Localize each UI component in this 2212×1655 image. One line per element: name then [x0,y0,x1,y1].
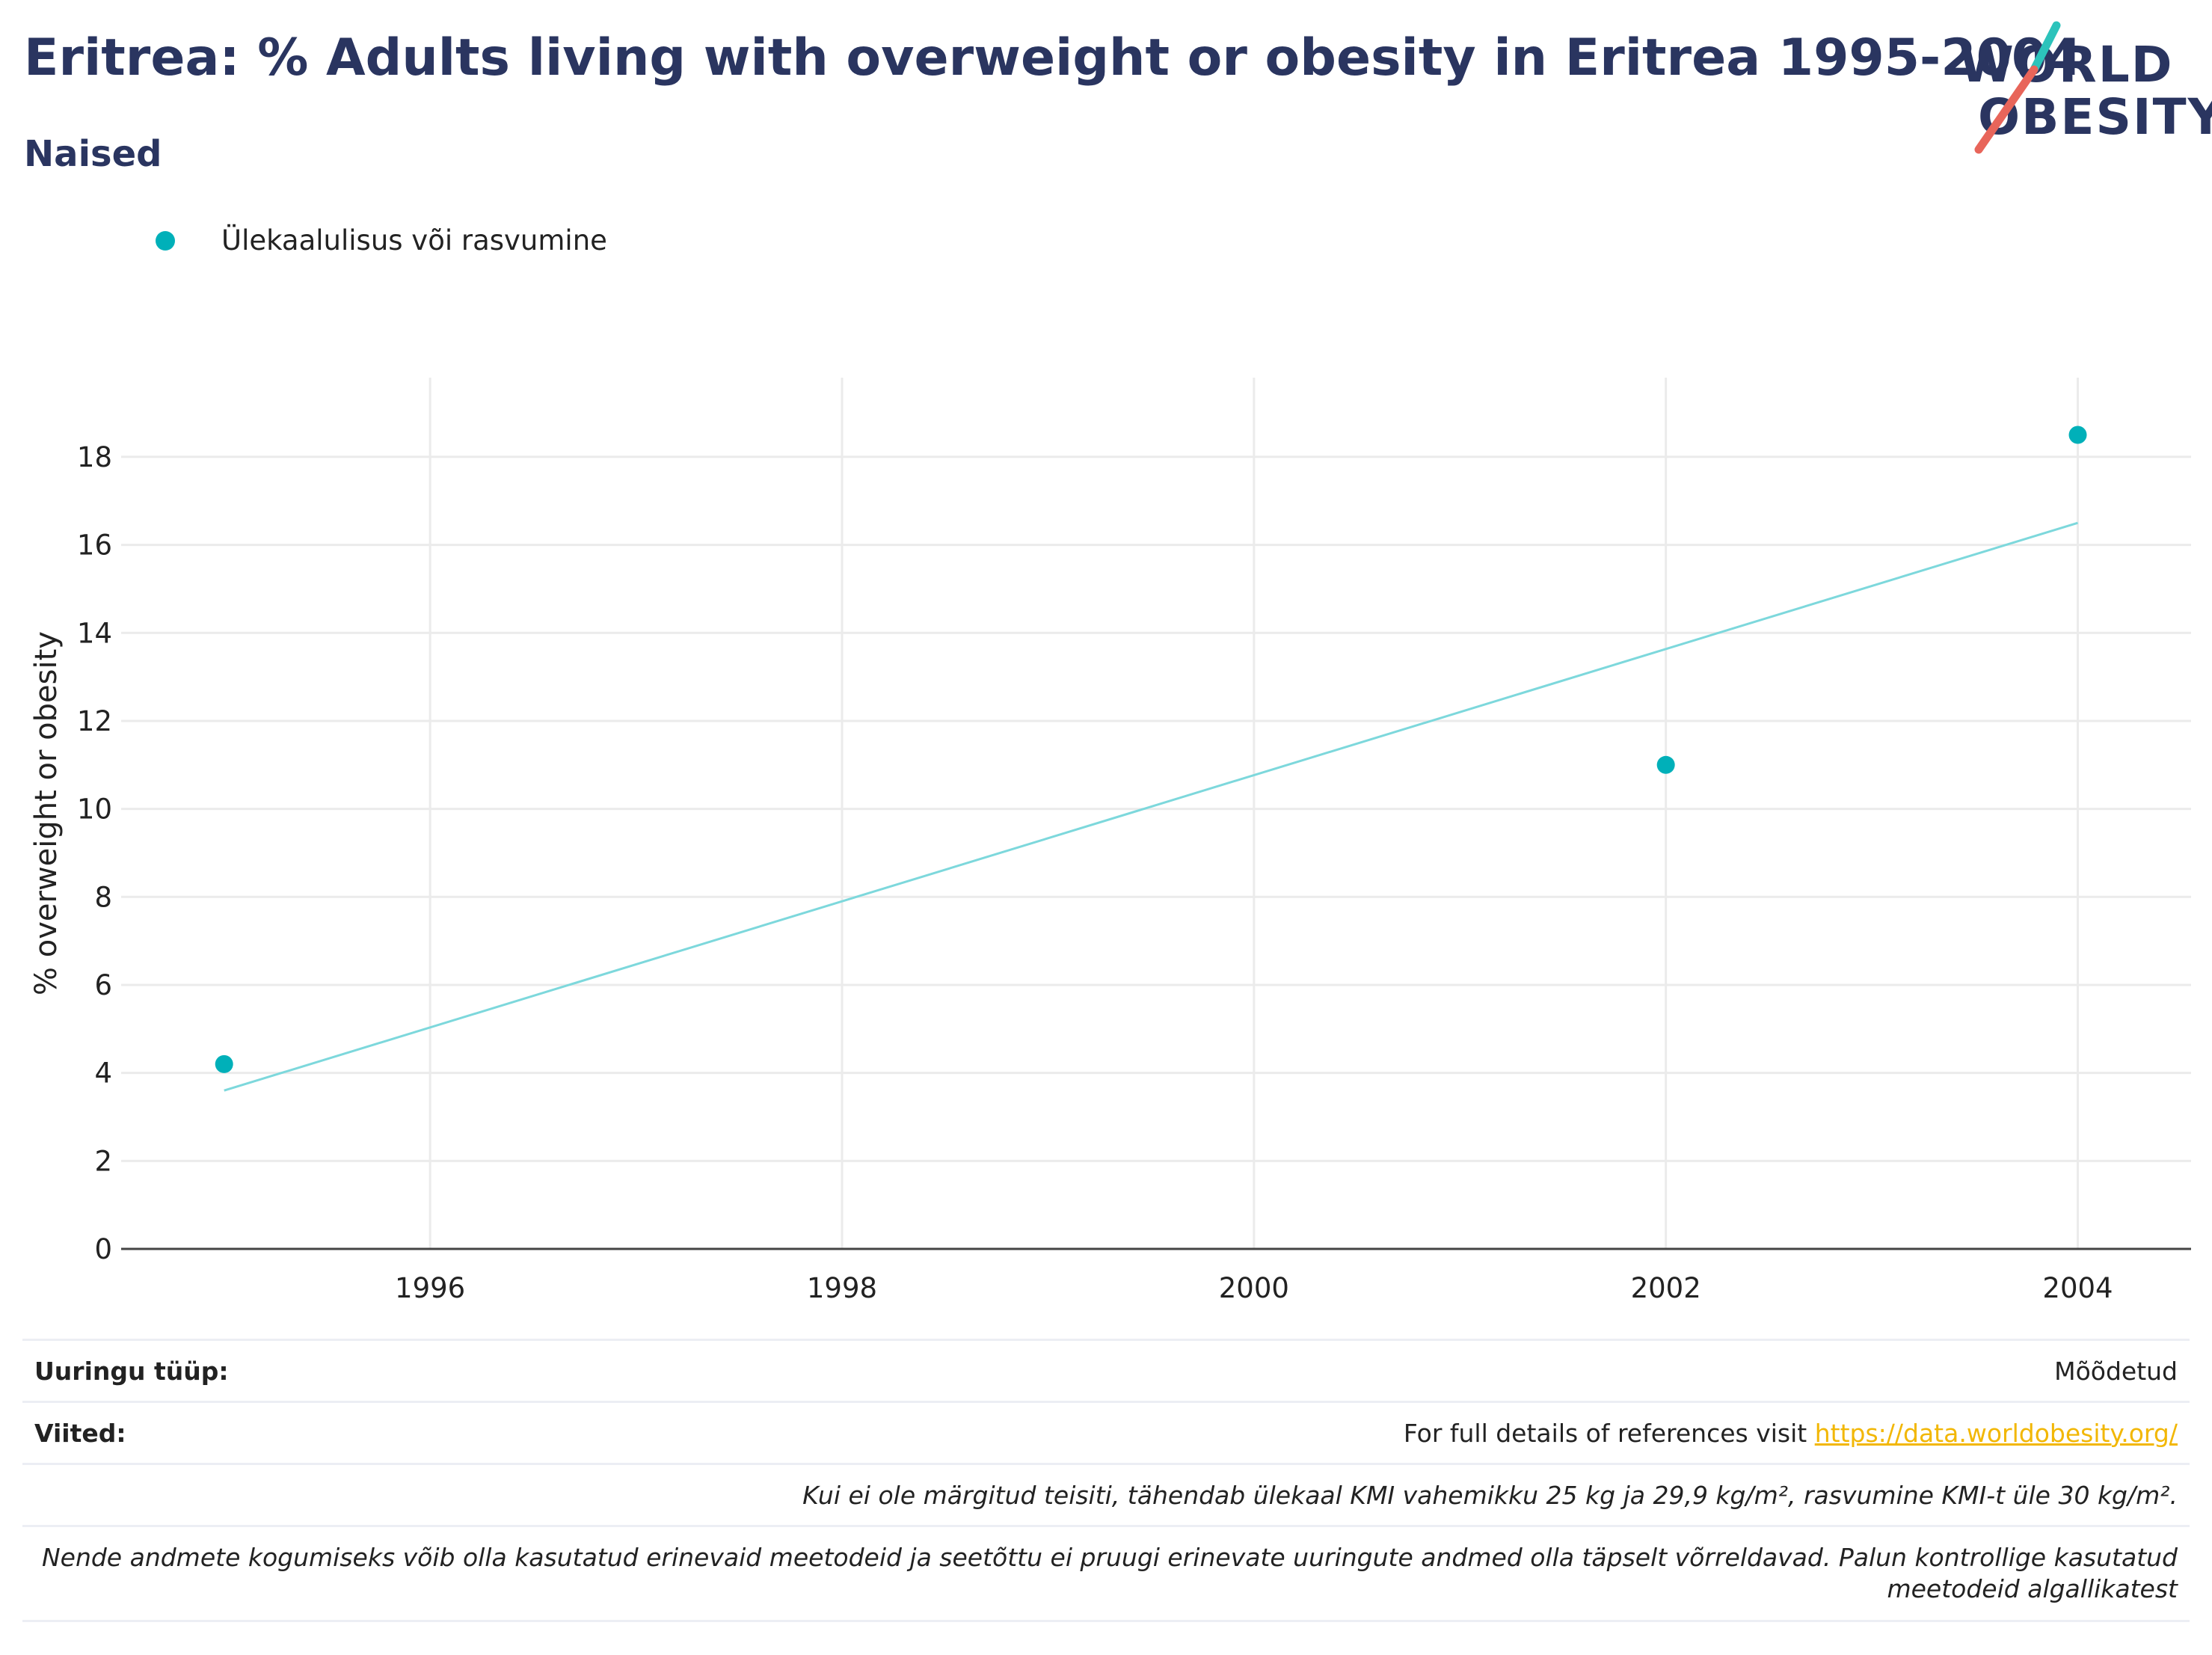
legend-marker [156,230,175,251]
survey-type-label: Uuringu tüüp: [34,1356,229,1386]
chart-title: Eritrea: % Adults living with overweight… [24,28,2083,87]
methods-note: Nende andmete kogumiseks võib olla kasut… [41,1543,2178,1603]
data-point [215,1054,233,1073]
references-text: For full details of references visit [1403,1418,1815,1448]
y-tick-label: 2 [94,1145,112,1177]
x-tick-label: 1996 [395,1272,465,1304]
x-tick-label: 2002 [1631,1272,1701,1304]
data-point [1656,755,1675,774]
footer-row-definition-note: Kui ei ole märgitud teisiti, tähendab ül… [22,1463,2190,1525]
y-tick-label: 12 [77,705,112,737]
y-tick-label: 8 [94,881,112,913]
legend-label: Ülekaalulisus või rasvumine [221,224,607,257]
legend[interactable]: Ülekaalulisus või rasvumine [156,224,607,257]
world-obesity-logo[interactable]: WORLD OBESITY [1952,21,2212,163]
scatter-chart: 0 2 4 6 8 10 12 14 16 18 1996 1998 2000 2002 2004 % ove… [29,378,2191,1304]
footer-row-methods-note: Nende andmete kogumiseks võib olla kasut… [22,1525,2190,1622]
y-tick-label: 4 [94,1057,112,1090]
data-point [2068,426,2087,444]
y-axis-title: % overweight or obesity [29,631,64,995]
definition-note: Kui ei ole märgitud teisiti, tähendab ül… [802,1480,2178,1510]
logo-slash-icon [1974,21,2061,154]
y-tick-label: 14 [77,617,112,649]
chart-subtitle: Naised [24,133,162,175]
references-text-wrap: For full details of references visit htt… [1404,1419,2178,1448]
y-tick-label: 16 [77,529,112,562]
logo-text-world: WORLD [1959,36,2174,93]
footer-row-survey-type: Uuringu tüüp: Mõõdetud [22,1339,2190,1401]
references-link[interactable]: https://data.worldobesity.org/ [1814,1418,2178,1448]
x-tick-label: 1998 [807,1272,877,1304]
y-tick-label: 18 [77,441,112,473]
references-label: Viited: [34,1418,126,1448]
chart-footer: Uuringu tüüp: Mõõdetud Viited: For full … [22,1339,2190,1622]
x-tick-label: 2000 [1219,1272,1289,1304]
footer-row-references: Viited: For full details of references v… [22,1401,2190,1463]
trend-line [224,521,2078,1092]
y-tick-label: 0 [94,1233,112,1265]
y-tick-label: 10 [77,793,112,826]
x-tick-label: 2004 [2042,1272,2113,1304]
y-tick-label: 6 [94,969,112,1001]
survey-type-value: Mõõdetud [2054,1356,2178,1386]
